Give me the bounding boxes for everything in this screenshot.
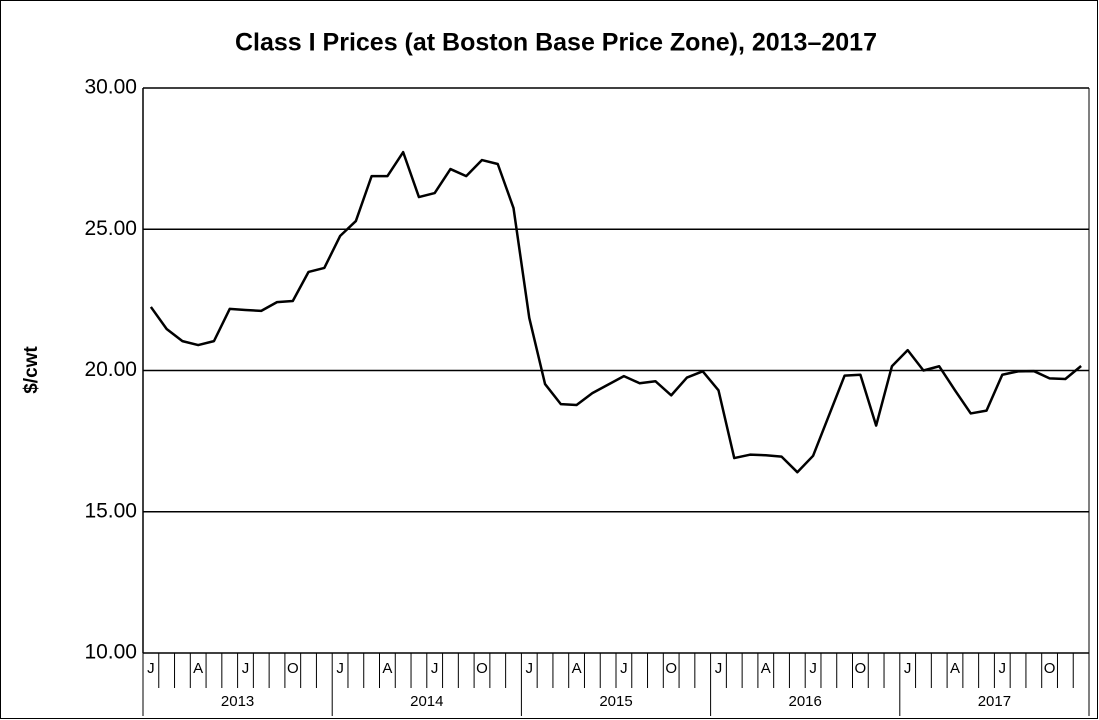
x-tick-label: J	[999, 660, 1007, 677]
x-tick-label: A	[193, 660, 203, 677]
year-label: 2017	[978, 693, 1011, 710]
year-label: 2013	[221, 693, 254, 710]
x-tick-label: A	[572, 660, 582, 677]
x-tick-label: O	[1044, 660, 1056, 677]
y-tick-label: 30.00	[84, 76, 137, 99]
x-tick-label: A	[382, 660, 392, 677]
x-tick-label: A	[761, 660, 771, 677]
x-tick-label: J	[620, 660, 628, 677]
x-tick-label: J	[715, 660, 723, 677]
x-tick-label: J	[809, 660, 817, 677]
year-label: 2016	[789, 693, 822, 710]
year-label: 2014	[410, 693, 443, 710]
x-tick-label: J	[242, 660, 250, 677]
chart-title: Class I Prices (at Boston Base Price Zon…	[235, 29, 877, 57]
y-axis-label: $/cwt	[21, 346, 42, 394]
year-label: 2015	[599, 693, 632, 710]
y-tick-label: 10.00	[84, 641, 137, 664]
x-tick-label: O	[287, 660, 299, 677]
x-tick-label: A	[950, 660, 960, 677]
y-tick-label: 20.00	[84, 358, 137, 381]
y-tick-label: 25.00	[84, 217, 137, 240]
x-tick-label: O	[476, 660, 488, 677]
line-series	[149, 150, 1082, 474]
x-tick-label: J	[904, 660, 912, 677]
y-tick-label: 15.00	[84, 499, 137, 522]
x-tick-label: J	[431, 660, 439, 677]
x-tick-label: O	[665, 660, 677, 677]
x-tick-label: O	[855, 660, 867, 677]
x-tick-label: J	[336, 660, 344, 677]
x-tick-label: J	[526, 660, 534, 677]
x-tick-label: J	[147, 660, 155, 677]
